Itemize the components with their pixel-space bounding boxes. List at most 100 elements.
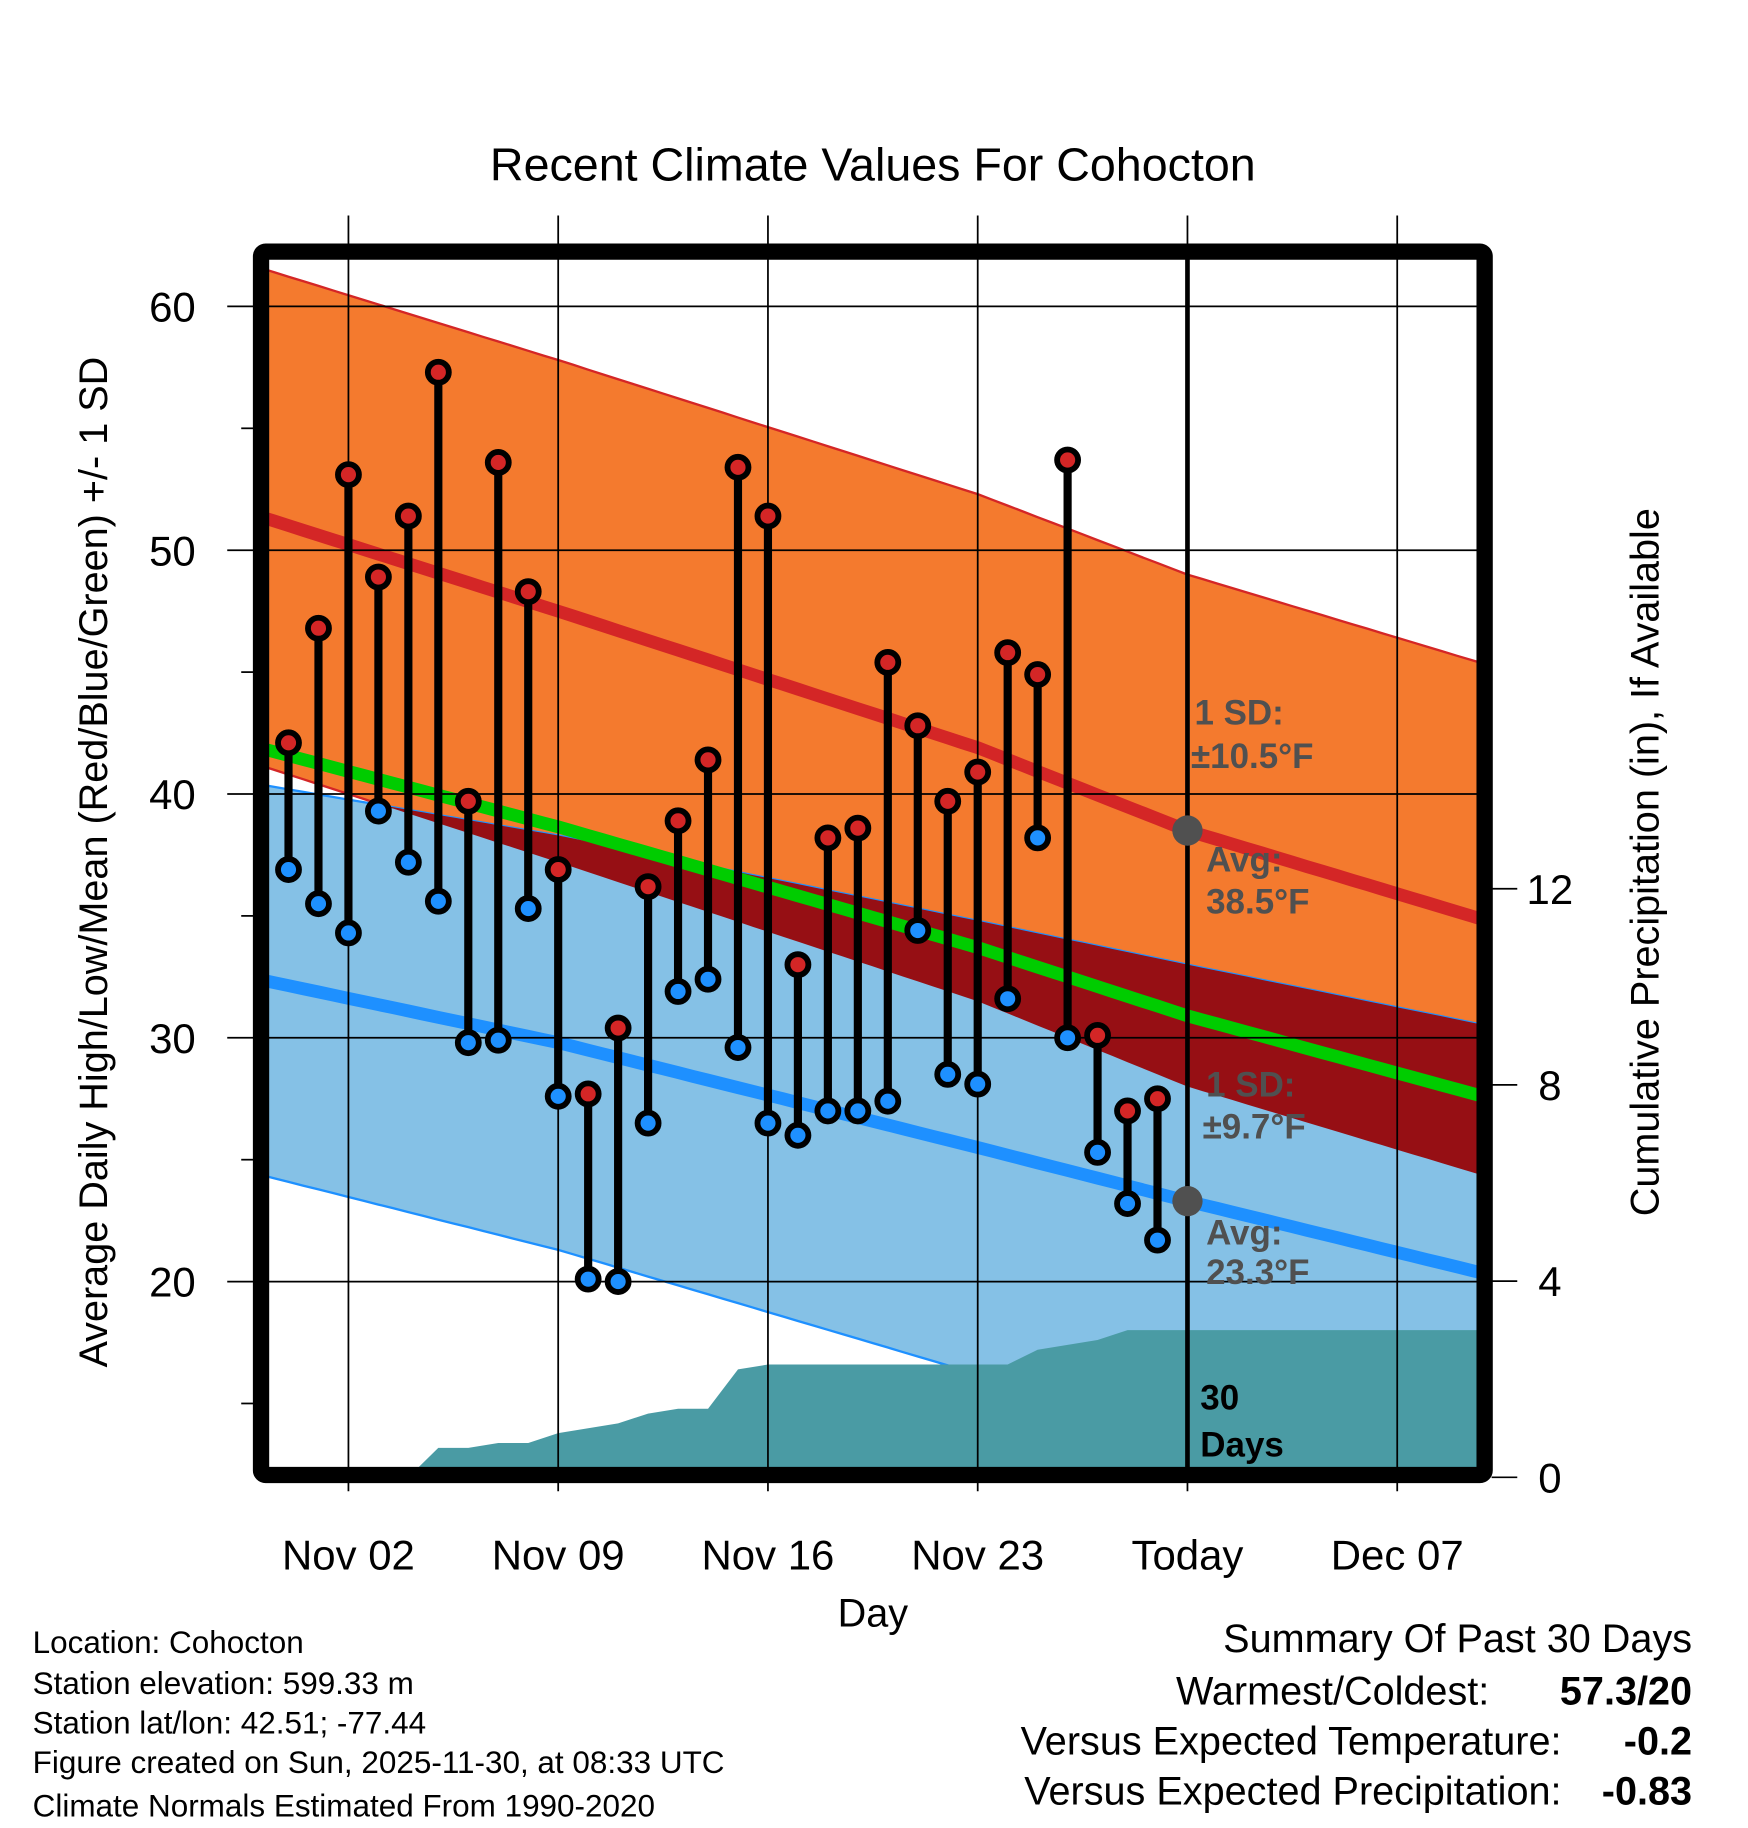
daily-high-point — [1084, 1021, 1111, 1049]
station-info: Location: Cohocton Station elevation: 59… — [33, 1625, 725, 1823]
y-tick-label: 50 — [149, 527, 196, 574]
daily-low-point — [844, 1097, 872, 1125]
chart-title: Recent Climate Values For Cohocton — [490, 139, 1256, 191]
daily-low-point — [784, 1121, 812, 1149]
plot-area — [268, 269, 1478, 1468]
daily-low-point — [634, 1109, 662, 1137]
precip-area — [417, 1330, 1478, 1468]
daily-high-point — [724, 453, 752, 481]
y2-tick-label: 12 — [1527, 866, 1574, 913]
data-marks — [275, 258, 1203, 1468]
x-tick-label: Dec 07 — [1331, 1531, 1464, 1578]
daily-high-point — [964, 758, 992, 786]
daily-high-point — [394, 502, 422, 530]
x-tick-label: Nov 09 — [492, 1531, 625, 1578]
info-created: Figure created on Sun, 2025-11-30, at 08… — [33, 1745, 725, 1780]
daily-low-point — [484, 1026, 512, 1054]
daily-low-point — [694, 965, 722, 993]
high-avg-value: 38.5°F — [1206, 882, 1309, 921]
y2-tick-label: 0 — [1538, 1454, 1561, 1501]
daily-low-point — [874, 1087, 902, 1115]
y-tick-label: 30 — [149, 1015, 196, 1062]
y2-tick-label: 4 — [1538, 1258, 1561, 1305]
y2-tick-label: 8 — [1538, 1062, 1561, 1109]
daily-low-point — [904, 917, 932, 944]
daily-high-point — [994, 639, 1022, 666]
daily-high-point — [1054, 446, 1082, 474]
daily-low-point — [335, 919, 362, 947]
daily-high-point — [604, 1014, 632, 1042]
daily-high-point — [784, 951, 812, 979]
daily-high-point — [275, 729, 302, 757]
daily-high-point — [934, 787, 962, 815]
high-sd-label: 1 SD: — [1194, 694, 1283, 733]
daily-high-point — [364, 563, 392, 591]
info-location: Location: Cohocton — [33, 1625, 304, 1660]
avg-high-line — [268, 512, 1478, 925]
info-normals: Climate Normals Estimated From 1990-2020 — [33, 1788, 655, 1823]
daily-high-point — [335, 461, 362, 489]
x-tick-label: Nov 16 — [701, 1531, 834, 1578]
info-latlon: Station lat/lon: 42.51; -77.44 — [33, 1706, 426, 1741]
daily-high-point — [1114, 1097, 1141, 1125]
daily-low-point — [544, 1082, 572, 1110]
daily-low-point — [305, 890, 332, 918]
daily-high-point — [874, 648, 902, 676]
daily-high-point — [454, 787, 482, 815]
plot-frame — [252, 243, 1493, 1484]
today-avg-low-marker — [1172, 1185, 1203, 1217]
daily-low-point — [724, 1034, 752, 1061]
y-tick-label: 60 — [149, 284, 196, 331]
daily-high-point — [634, 873, 662, 901]
annotations: 1 SD: ±10.5°F Avg: 38.5°F 1 SD: ±9.7°F A… — [1191, 694, 1314, 1465]
daily-high-point — [664, 807, 692, 835]
info-elevation: Station elevation: 599.33 m — [33, 1666, 414, 1701]
y2-axis-label: Cumulative Precipitation (in), If Availa… — [1623, 508, 1667, 1216]
y-tick-label: 20 — [149, 1259, 196, 1306]
daily-low-point — [1114, 1190, 1141, 1217]
daily-high-point — [514, 578, 542, 606]
daily-high-point — [574, 1080, 602, 1108]
daily-low-point — [994, 985, 1022, 1013]
avg-low-line — [268, 974, 1478, 1279]
daily-high-point — [424, 358, 452, 386]
axis-ticks: Nov 02 Nov 09 Nov 16 Nov 23 Today Dec 07 20 30 4… — [149, 284, 1573, 1579]
low-avg-value: 23.3°F — [1206, 1253, 1309, 1292]
daily-low-point — [934, 1060, 962, 1088]
daily-low-point — [1144, 1226, 1171, 1254]
high-avg-label: Avg: — [1206, 840, 1282, 879]
y-axis-label: Average Daily High/Low/Mean (Red/Blue/Gr… — [72, 357, 116, 1368]
low-sd-label: 1 SD: — [1206, 1065, 1295, 1104]
precip-anomaly-value: -0.83 — [1602, 1770, 1692, 1814]
y-tick-label: 40 — [149, 771, 196, 818]
daily-high-point — [1024, 661, 1052, 688]
daily-low-point — [754, 1109, 782, 1137]
temp-anomaly-label: Versus Expected Temperature: — [1021, 1720, 1562, 1764]
x-tick-label: Nov 02 — [282, 1531, 415, 1578]
daily-low-point — [1084, 1138, 1111, 1166]
x-axis-label: Day — [838, 1591, 909, 1635]
daily-low-point — [604, 1268, 632, 1295]
x-tick-label: Today — [1131, 1531, 1243, 1578]
temp-anomaly-value: -0.2 — [1624, 1720, 1692, 1764]
daily-low-point — [814, 1097, 842, 1125]
daily-high-point — [544, 856, 572, 883]
summary-title: Summary Of Past 30 Days — [1223, 1617, 1692, 1661]
daily-low-point — [275, 856, 302, 883]
low-avg-label: Avg: — [1206, 1213, 1282, 1252]
warm-cold-value: 57.3/20 — [1560, 1670, 1692, 1714]
x-tick-label: Nov 23 — [911, 1531, 1044, 1578]
sd-overlap-band — [268, 785, 1478, 1174]
daily-high-point — [305, 614, 332, 642]
daily-low-point — [664, 978, 692, 1005]
daily-high-point — [1144, 1085, 1171, 1113]
daily-high-point — [814, 824, 842, 852]
today-avg-high-marker — [1172, 815, 1203, 846]
daily-low-point — [574, 1265, 602, 1293]
warm-cold-label: Warmest/Coldest: — [1176, 1670, 1489, 1714]
daily-high-point — [484, 449, 512, 476]
daily-low-point — [424, 887, 452, 915]
daily-low-point — [394, 848, 422, 876]
low-sd-value: ±9.7°F — [1203, 1107, 1306, 1146]
